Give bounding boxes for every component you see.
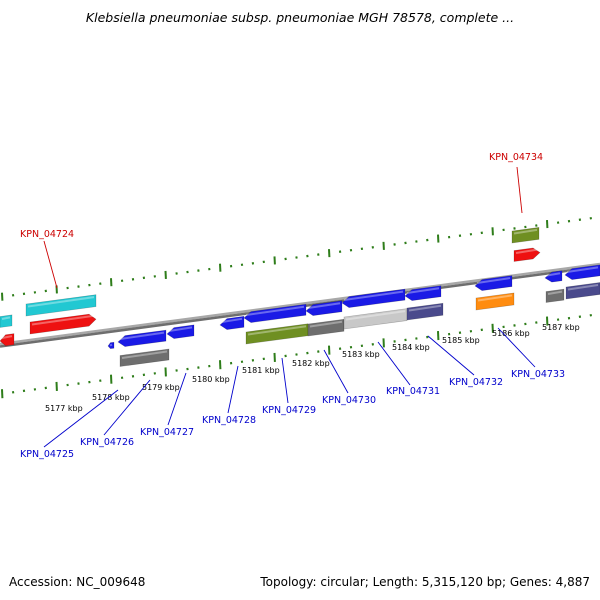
gene-feature-shine	[221, 317, 243, 323]
gene-feature-shine	[345, 310, 406, 321]
gene-feature	[107, 341, 115, 349]
gene-feature	[343, 308, 408, 330]
gene-feature	[29, 313, 97, 335]
gene-feature-shine	[119, 331, 165, 340]
callout-line	[516, 166, 523, 214]
accession-text: Accession: NC_009648	[9, 575, 146, 589]
gene-feature-shine	[168, 326, 193, 332]
scale-tick-label: 5182 kbp	[292, 359, 330, 368]
gene-feature	[0, 314, 13, 328]
gene-feature	[513, 247, 541, 262]
gene-feature-shine	[547, 290, 563, 295]
gene-callouts: KPN_04724 KPN_04725 KPN_04726 KPN_04727 KPN_…	[20, 152, 565, 460]
callout-line	[497, 327, 536, 368]
gene-label: KPN_04730	[322, 395, 376, 406]
callout-line	[377, 341, 411, 386]
gene-feature	[307, 318, 345, 337]
gene-feature	[406, 302, 444, 321]
gene-feature	[545, 288, 565, 303]
gene-feature-shine	[31, 314, 95, 326]
scale-labels: 5177 kbp 5178 kbp 5179 kbp 5180 kbp 5181 kbp…	[45, 323, 580, 413]
scale-tick-label: 5179 kbp	[142, 383, 180, 392]
gene-feature	[243, 303, 307, 323]
gene-feature	[119, 348, 170, 367]
gene-label: KPN_04727	[140, 427, 194, 438]
gene-label: KPN_04733	[511, 369, 565, 380]
gene-feature	[25, 294, 97, 317]
gene-feature-shine	[406, 287, 440, 294]
callout-line	[43, 240, 58, 289]
gene-label: KPN_04725	[20, 449, 74, 460]
gene-feature	[219, 315, 245, 330]
callout-line	[427, 335, 475, 376]
gene-feature-shine	[27, 296, 95, 308]
gene-feature	[117, 329, 167, 347]
gene-feature	[475, 292, 515, 311]
gene-feature-shine	[247, 325, 307, 336]
scale-tick-label: 5178 kbp	[92, 393, 130, 402]
gene-feature	[404, 285, 442, 301]
gene-feature-shine	[109, 343, 113, 347]
callout-line	[281, 357, 289, 404]
upper-tick-track	[1, 216, 592, 301]
scale-tick-label: 5185 kbp	[442, 336, 480, 345]
gene-label: KPN_04731	[386, 386, 440, 397]
callout-line	[167, 372, 187, 426]
gene-feature	[511, 227, 540, 244]
gene-feature-shine	[1, 335, 13, 339]
lower-tick-track	[1, 313, 592, 399]
gene-feature-shine	[343, 290, 404, 301]
gene-label: KPN_04732	[449, 377, 503, 388]
gene-feature-shine	[245, 305, 305, 316]
gene-feature-shine	[1, 316, 11, 320]
gene-label: KPN_04728	[202, 415, 256, 426]
callout-line	[323, 349, 349, 394]
gene-feature-shine	[515, 248, 539, 254]
gene-label: KPN_04724	[20, 229, 74, 240]
gene-feature	[565, 282, 600, 300]
scale-tick-label: 5187 kbp	[542, 323, 580, 332]
scale-tick-label: 5183 kbp	[342, 350, 380, 359]
scale-tick-label: 5177 kbp	[45, 404, 83, 413]
gene-feature	[474, 275, 513, 291]
gene-label: KPN_04726	[80, 437, 134, 448]
gene-feature	[166, 324, 195, 339]
gene-feature	[544, 270, 563, 283]
scale-tick-label: 5180 kbp	[192, 375, 230, 384]
gene-feature	[305, 300, 343, 316]
callout-line	[103, 379, 151, 436]
gene-label: KPN_04734	[489, 152, 543, 163]
page-title: Klebsiella pneumoniae subsp. pneumoniae …	[85, 10, 515, 25]
gene-feature-shine	[408, 304, 442, 312]
topology-info: Topology: circular; Length: 5,315,120 bp…	[260, 575, 590, 589]
gene-feature-shine	[121, 350, 168, 359]
gene-features	[0, 227, 600, 367]
gene-feature-shine	[309, 320, 343, 328]
callout-line	[43, 389, 119, 448]
gene-feature-shine	[476, 277, 511, 284]
gene-feature-shine	[566, 266, 599, 273]
scale-tick-label: 5186 kbp	[492, 329, 530, 338]
scale-tick-label: 5181 kbp	[242, 366, 280, 375]
gene-label: KPN_04729	[262, 405, 316, 416]
gene-feature	[0, 333, 15, 347]
gene-feature	[341, 288, 406, 308]
gene-feature-shine	[513, 228, 538, 235]
scale-tick-label: 5184 kbp	[392, 343, 430, 352]
callout-line	[227, 365, 239, 414]
gene-feature-shine	[567, 283, 599, 291]
gene-feature-shine	[307, 302, 341, 309]
gene-feature-shine	[477, 294, 513, 302]
gene-feature-shine	[546, 272, 561, 277]
gene-feature	[564, 264, 600, 280]
